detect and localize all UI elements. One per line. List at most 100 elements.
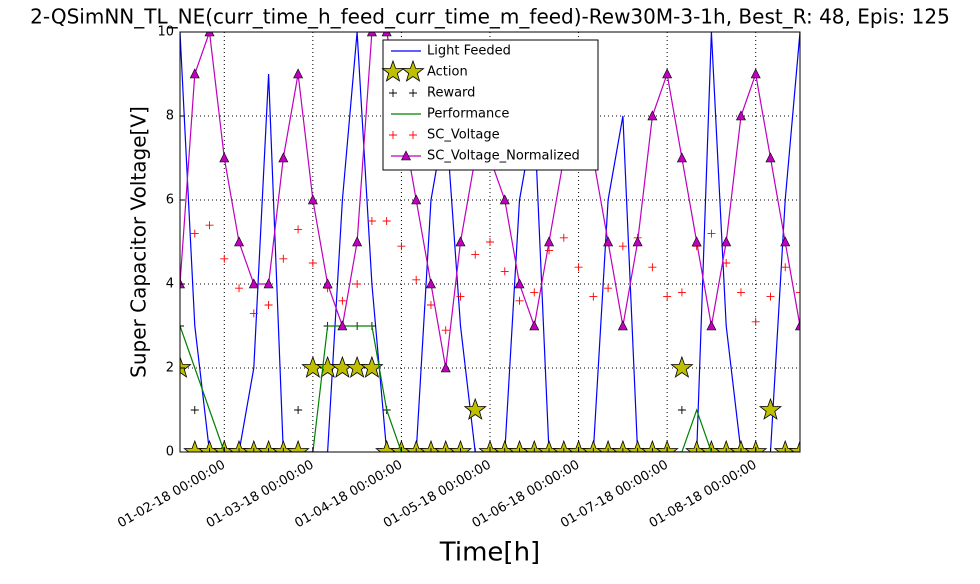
plus-marker	[409, 131, 417, 139]
plus-marker	[604, 448, 613, 452]
triangle-marker	[248, 278, 259, 289]
legend-label: Reward	[427, 86, 475, 101]
triangle-marker	[263, 278, 274, 289]
plus-marker	[574, 263, 583, 272]
star-marker	[463, 397, 487, 420]
plus-marker	[486, 238, 494, 246]
plus-marker	[471, 250, 480, 259]
star-marker	[180, 355, 192, 378]
plus-marker	[589, 292, 598, 301]
plus-marker	[249, 309, 258, 318]
plus-marker	[618, 448, 627, 452]
plus-marker	[545, 448, 554, 452]
star-marker	[758, 397, 783, 420]
plus-marker	[559, 233, 568, 242]
plus-marker	[190, 406, 199, 414]
triangle-marker	[322, 278, 333, 289]
plus-marker	[707, 448, 716, 452]
plus-marker	[781, 263, 790, 272]
triangle-marker	[307, 194, 318, 205]
plus-marker	[736, 448, 745, 452]
star-marker	[360, 355, 384, 378]
y-axis-label: Super Capacitor Voltage[V]	[127, 106, 151, 378]
plus-marker	[441, 326, 450, 335]
triangle-marker	[750, 68, 761, 79]
triangle-marker	[603, 236, 614, 247]
triangle-marker	[204, 32, 215, 37]
plus-marker	[279, 448, 288, 452]
y-tick-label: 6	[166, 193, 174, 208]
plus-marker	[707, 229, 716, 238]
plus-marker	[389, 89, 397, 97]
plus-marker	[648, 448, 657, 452]
legend-label: SC_Voltage	[427, 128, 500, 143]
star-marker	[381, 59, 405, 82]
plus-marker	[235, 284, 244, 293]
plus-marker	[677, 288, 686, 297]
legend-label: SC_Voltage_Normalized	[427, 149, 580, 164]
plus-marker	[545, 246, 554, 255]
plus-marker	[736, 288, 745, 297]
triangle-marker	[632, 236, 643, 247]
star-marker	[448, 439, 473, 452]
plus-marker	[353, 280, 362, 288]
triangle-marker	[691, 236, 702, 247]
plus-marker	[409, 89, 417, 97]
plus-marker	[220, 254, 229, 263]
triangle-marker	[499, 194, 510, 205]
triangle-marker	[366, 32, 377, 37]
triangle-marker	[617, 320, 628, 331]
plus-marker	[766, 448, 775, 452]
plus-marker	[677, 406, 686, 414]
plus-marker	[530, 448, 539, 452]
legend-label: Light Feeded	[427, 44, 511, 59]
plus-marker	[412, 275, 421, 284]
x-axis-label: Time[h]	[439, 538, 540, 568]
plus-marker	[515, 296, 524, 305]
star-marker	[401, 59, 425, 82]
triangle-marker	[721, 236, 732, 247]
plus-marker	[426, 301, 435, 309]
triangle-marker	[514, 278, 525, 289]
triangle-marker	[425, 278, 436, 289]
plus-marker	[235, 448, 244, 452]
plus-marker	[397, 242, 406, 251]
star-marker	[744, 439, 768, 452]
plus-marker	[766, 292, 775, 301]
y-tick-label: 0	[166, 445, 174, 460]
triangle-marker	[662, 68, 673, 79]
plus-marker	[426, 448, 435, 452]
plus-marker	[500, 267, 509, 276]
triangle-marker	[411, 194, 422, 205]
triangle-marker	[293, 68, 304, 79]
legend-box	[382, 39, 599, 171]
star-marker	[670, 355, 694, 378]
series-line	[180, 325, 800, 452]
triangle-marker	[455, 236, 466, 247]
star-marker	[788, 439, 800, 452]
y-tick-label: 10	[157, 25, 174, 40]
plus-marker	[648, 263, 657, 272]
triangle-marker	[219, 152, 230, 163]
plus-marker	[382, 217, 391, 225]
legend: Light Feeded Action Reward Performance SC_Vo…	[381, 39, 599, 171]
plus-marker	[456, 448, 465, 452]
plus-marker	[456, 292, 465, 301]
plus-marker	[559, 448, 568, 452]
legend-label: Action	[427, 65, 468, 80]
plus-marker	[294, 406, 303, 414]
triangle-marker	[529, 320, 540, 331]
plus-marker	[205, 221, 214, 230]
triangle-marker	[795, 320, 800, 331]
plus-marker	[500, 448, 509, 452]
triangle-marker	[706, 320, 717, 331]
plus-marker	[530, 288, 539, 297]
triangle-marker	[352, 236, 363, 247]
triangle-marker	[440, 362, 451, 373]
triangle-marker	[234, 236, 245, 247]
triangle-marker	[189, 68, 200, 79]
star-marker	[655, 439, 679, 452]
plus-marker	[279, 254, 288, 263]
